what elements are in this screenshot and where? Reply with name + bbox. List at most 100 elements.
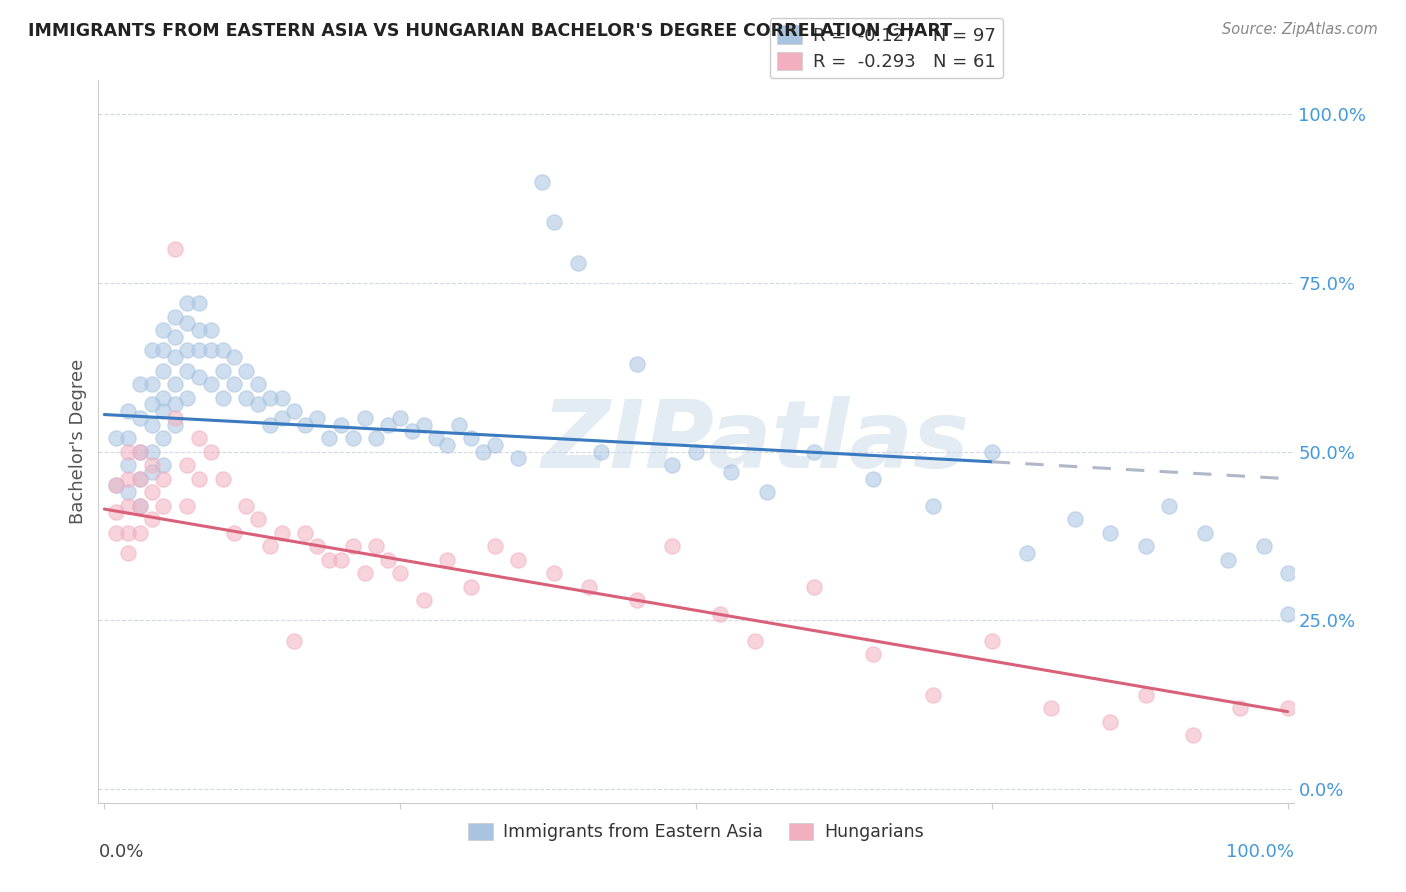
Point (224, 377, 246, 392)
Point (460, 580, 482, 594)
Point (259, 539, 281, 553)
Point (141, 397, 163, 411)
Point (1194, 525, 1216, 540)
Point (141, 417, 163, 432)
Point (1017, 546, 1039, 560)
Point (1099, 525, 1122, 540)
Point (176, 458, 198, 472)
Point (235, 499, 257, 513)
Point (176, 364, 198, 378)
Point (318, 431, 340, 445)
Point (353, 411, 375, 425)
Point (105, 505, 128, 519)
Point (141, 343, 163, 358)
Point (176, 317, 198, 331)
Point (1135, 688, 1157, 702)
Point (412, 593, 434, 607)
Point (353, 566, 375, 581)
Point (259, 417, 281, 432)
Point (211, 391, 233, 405)
Point (188, 323, 211, 337)
Point (247, 397, 270, 411)
Point (188, 431, 211, 445)
Point (247, 377, 270, 392)
Point (165, 330, 187, 344)
Point (591, 444, 613, 458)
Point (152, 499, 174, 513)
Point (141, 444, 163, 458)
Point (117, 458, 139, 472)
Point (1099, 714, 1122, 729)
Point (128, 444, 150, 458)
Point (152, 431, 174, 445)
Point (531, 175, 554, 189)
Point (165, 350, 187, 364)
Point (685, 444, 707, 458)
Point (200, 377, 222, 392)
Point (128, 377, 150, 392)
Point (1039, 701, 1062, 715)
Point (330, 552, 353, 566)
Point (862, 472, 884, 486)
Point (1218, 552, 1240, 566)
Point (188, 472, 211, 486)
Point (211, 343, 233, 358)
Text: Source: ZipAtlas.com: Source: ZipAtlas.com (1222, 22, 1378, 37)
Point (152, 472, 174, 486)
Point (117, 525, 139, 540)
Point (165, 397, 187, 411)
Point (709, 607, 731, 621)
Point (1253, 539, 1275, 553)
Point (921, 688, 943, 702)
Point (176, 343, 198, 358)
Point (543, 215, 565, 229)
Point (128, 472, 150, 486)
Point (283, 404, 305, 418)
Point (401, 425, 423, 439)
Point (128, 499, 150, 513)
Point (283, 633, 305, 648)
Point (389, 566, 412, 581)
Text: 100.0%: 100.0% (1226, 843, 1294, 861)
Point (188, 370, 211, 384)
Point (165, 377, 187, 392)
Point (211, 364, 233, 378)
Point (270, 525, 292, 540)
Text: 0.0%: 0.0% (98, 843, 143, 861)
Point (235, 391, 257, 405)
Point (165, 411, 187, 425)
Point (1135, 539, 1157, 553)
Point (366, 431, 388, 445)
Point (152, 458, 174, 472)
Point (626, 357, 648, 371)
Point (270, 411, 292, 425)
Point (188, 296, 211, 310)
Point (128, 499, 150, 513)
Point (200, 323, 222, 337)
Point (803, 580, 825, 594)
Point (508, 552, 530, 566)
Point (484, 539, 506, 553)
Point (152, 323, 174, 337)
Point (389, 411, 412, 425)
Point (176, 391, 198, 405)
Point (165, 310, 187, 324)
Point (1063, 512, 1085, 526)
Point (152, 343, 174, 358)
Point (117, 431, 139, 445)
Point (377, 552, 399, 566)
Point (117, 472, 139, 486)
Point (755, 485, 778, 500)
Point (720, 465, 742, 479)
Point (117, 546, 139, 560)
Point (1277, 566, 1299, 581)
Point (543, 566, 565, 581)
Point (152, 404, 174, 418)
Point (661, 539, 683, 553)
Point (294, 525, 316, 540)
Point (980, 633, 1002, 648)
Point (1159, 499, 1181, 513)
Point (188, 343, 211, 358)
Point (152, 391, 174, 405)
Point (224, 525, 246, 540)
